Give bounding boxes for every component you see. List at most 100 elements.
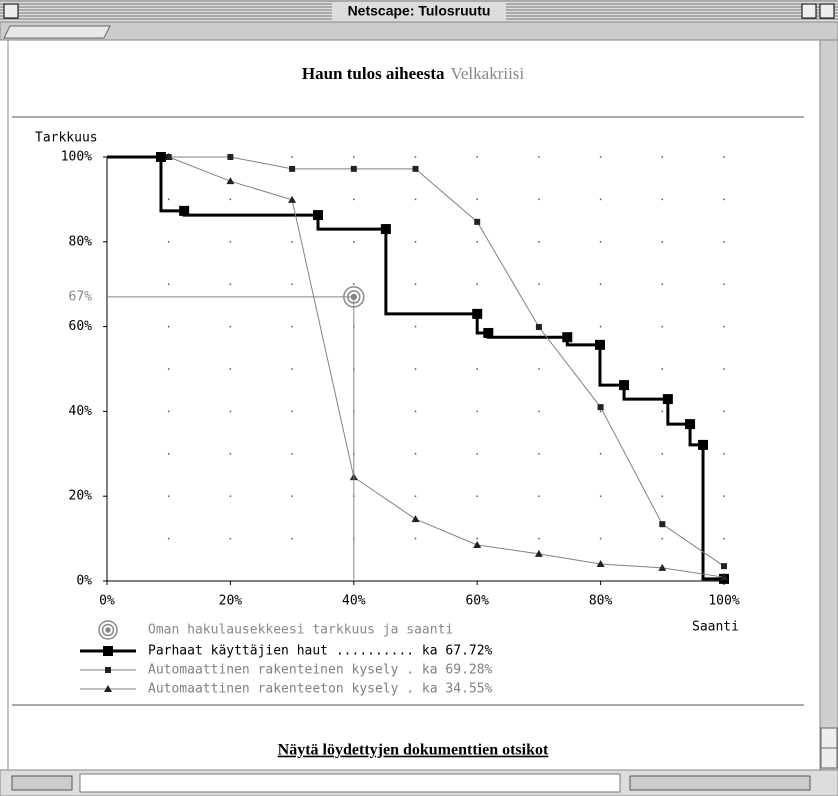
grid-dot [353,156,355,158]
scrollbar[interactable] [820,40,838,770]
grid-dot [600,411,602,413]
grid-dot [600,495,602,497]
grid-dot [723,411,725,413]
marker-square [472,309,482,319]
grid-dot [230,199,232,201]
grid-dot [538,156,540,158]
content-area [8,40,820,770]
marker-square [381,224,391,234]
grid-dot [476,241,478,243]
marker-square [685,419,695,429]
grid-dot [662,283,664,285]
zoom-box[interactable] [802,4,816,18]
grid-dot [600,156,602,158]
marker-square [103,646,113,656]
marker-square [474,219,480,225]
x-axis-label: Saanti [692,620,739,635]
grid-dot [415,495,417,497]
grid-dot [476,156,478,158]
grid-dot [662,156,664,158]
grid-dot [538,538,540,540]
status-field [80,774,620,792]
y-tick-label: 0% [76,574,92,589]
grid-dot [168,538,170,540]
marker-square [313,210,323,220]
grid-dot [662,453,664,455]
target-ring [351,294,356,299]
grid-dot [600,199,602,201]
grid-dot [662,368,664,370]
grid-dot [168,199,170,201]
component-bar[interactable] [630,776,810,790]
grid-dot [600,283,602,285]
x-tick-label: 0% [99,594,115,609]
grid-dot [291,368,293,370]
grid-dot [168,453,170,455]
x-tick-label: 20% [219,594,243,609]
y-tick-label: 100% [61,150,92,165]
grid-dot [168,241,170,243]
grid-dot [476,453,478,455]
marker-square [595,340,605,350]
x-tick-label: 60% [465,594,489,609]
grid-dot [230,538,232,540]
window-title: Netscape: Tulosruutu [348,3,491,19]
legend-label: Parhaat käyttäjien haut .......... ka 67… [148,644,493,659]
y-tick-label: 60% [69,319,93,334]
grid-dot [476,199,478,201]
grid-dot [415,241,417,243]
x-tick-label: 40% [342,594,366,609]
x-tick-label: 80% [589,594,613,609]
marker-square [483,328,493,338]
legend-label: Automaattinen rakenteinen kysely . ka 69… [148,663,493,678]
grid-dot [353,241,355,243]
grid-dot [230,241,232,243]
marker-square [179,206,189,216]
marker-square [536,324,542,330]
marker-square [698,440,708,450]
grid-dot [723,326,725,328]
legend-label: Automaattinen rakenteeton kysely . ka 34… [148,682,493,697]
grid-dot [291,538,293,540]
scroll-down[interactable] [821,748,837,768]
grid-dot [230,283,232,285]
grid-dot [230,326,232,328]
netscape-window: Netscape: Tulosruutu Haun tulos aiheesta… [0,0,838,796]
grid-dot [723,368,725,370]
grid-dot [662,241,664,243]
page-heading: Haun tulos aiheestaVelkakriisi [302,64,525,83]
grid-dot [662,326,664,328]
grid-dot [538,411,540,413]
grid-dot [662,199,664,201]
legend-label: Oman hakulausekkeesi tarkkuus ja saanti [148,623,453,638]
grid-dot [415,326,417,328]
grid-dot [538,495,540,497]
y-tick-label: 40% [69,404,93,419]
grid-dot [415,368,417,370]
collapse-box[interactable] [820,4,834,18]
security-icons[interactable] [12,776,72,790]
grid-dot [353,283,355,285]
grid-dot [168,495,170,497]
grid-dot [723,495,725,497]
grid-dot [476,368,478,370]
grid-dot [415,199,417,201]
marker-square [156,152,166,162]
y-axis-label: Tarkkuus [35,131,98,146]
toolbar-strip [0,22,838,40]
grid-dot [600,453,602,455]
document-titles-link[interactable]: Näytä löydettyjen dokumenttien otsikot [278,742,549,759]
grid-dot [291,411,293,413]
grid-dot [538,199,540,201]
grid-dot [723,283,725,285]
grid-dot [538,241,540,243]
grid-dot [168,368,170,370]
grid-dot [415,453,417,455]
grid-dot [538,453,540,455]
collapsed-toolbars[interactable] [4,26,110,38]
grid-dot [600,326,602,328]
close-box[interactable] [4,4,18,18]
scroll-up[interactable] [821,728,837,748]
own-point-y-label: 67% [69,289,93,304]
grid-dot [230,411,232,413]
